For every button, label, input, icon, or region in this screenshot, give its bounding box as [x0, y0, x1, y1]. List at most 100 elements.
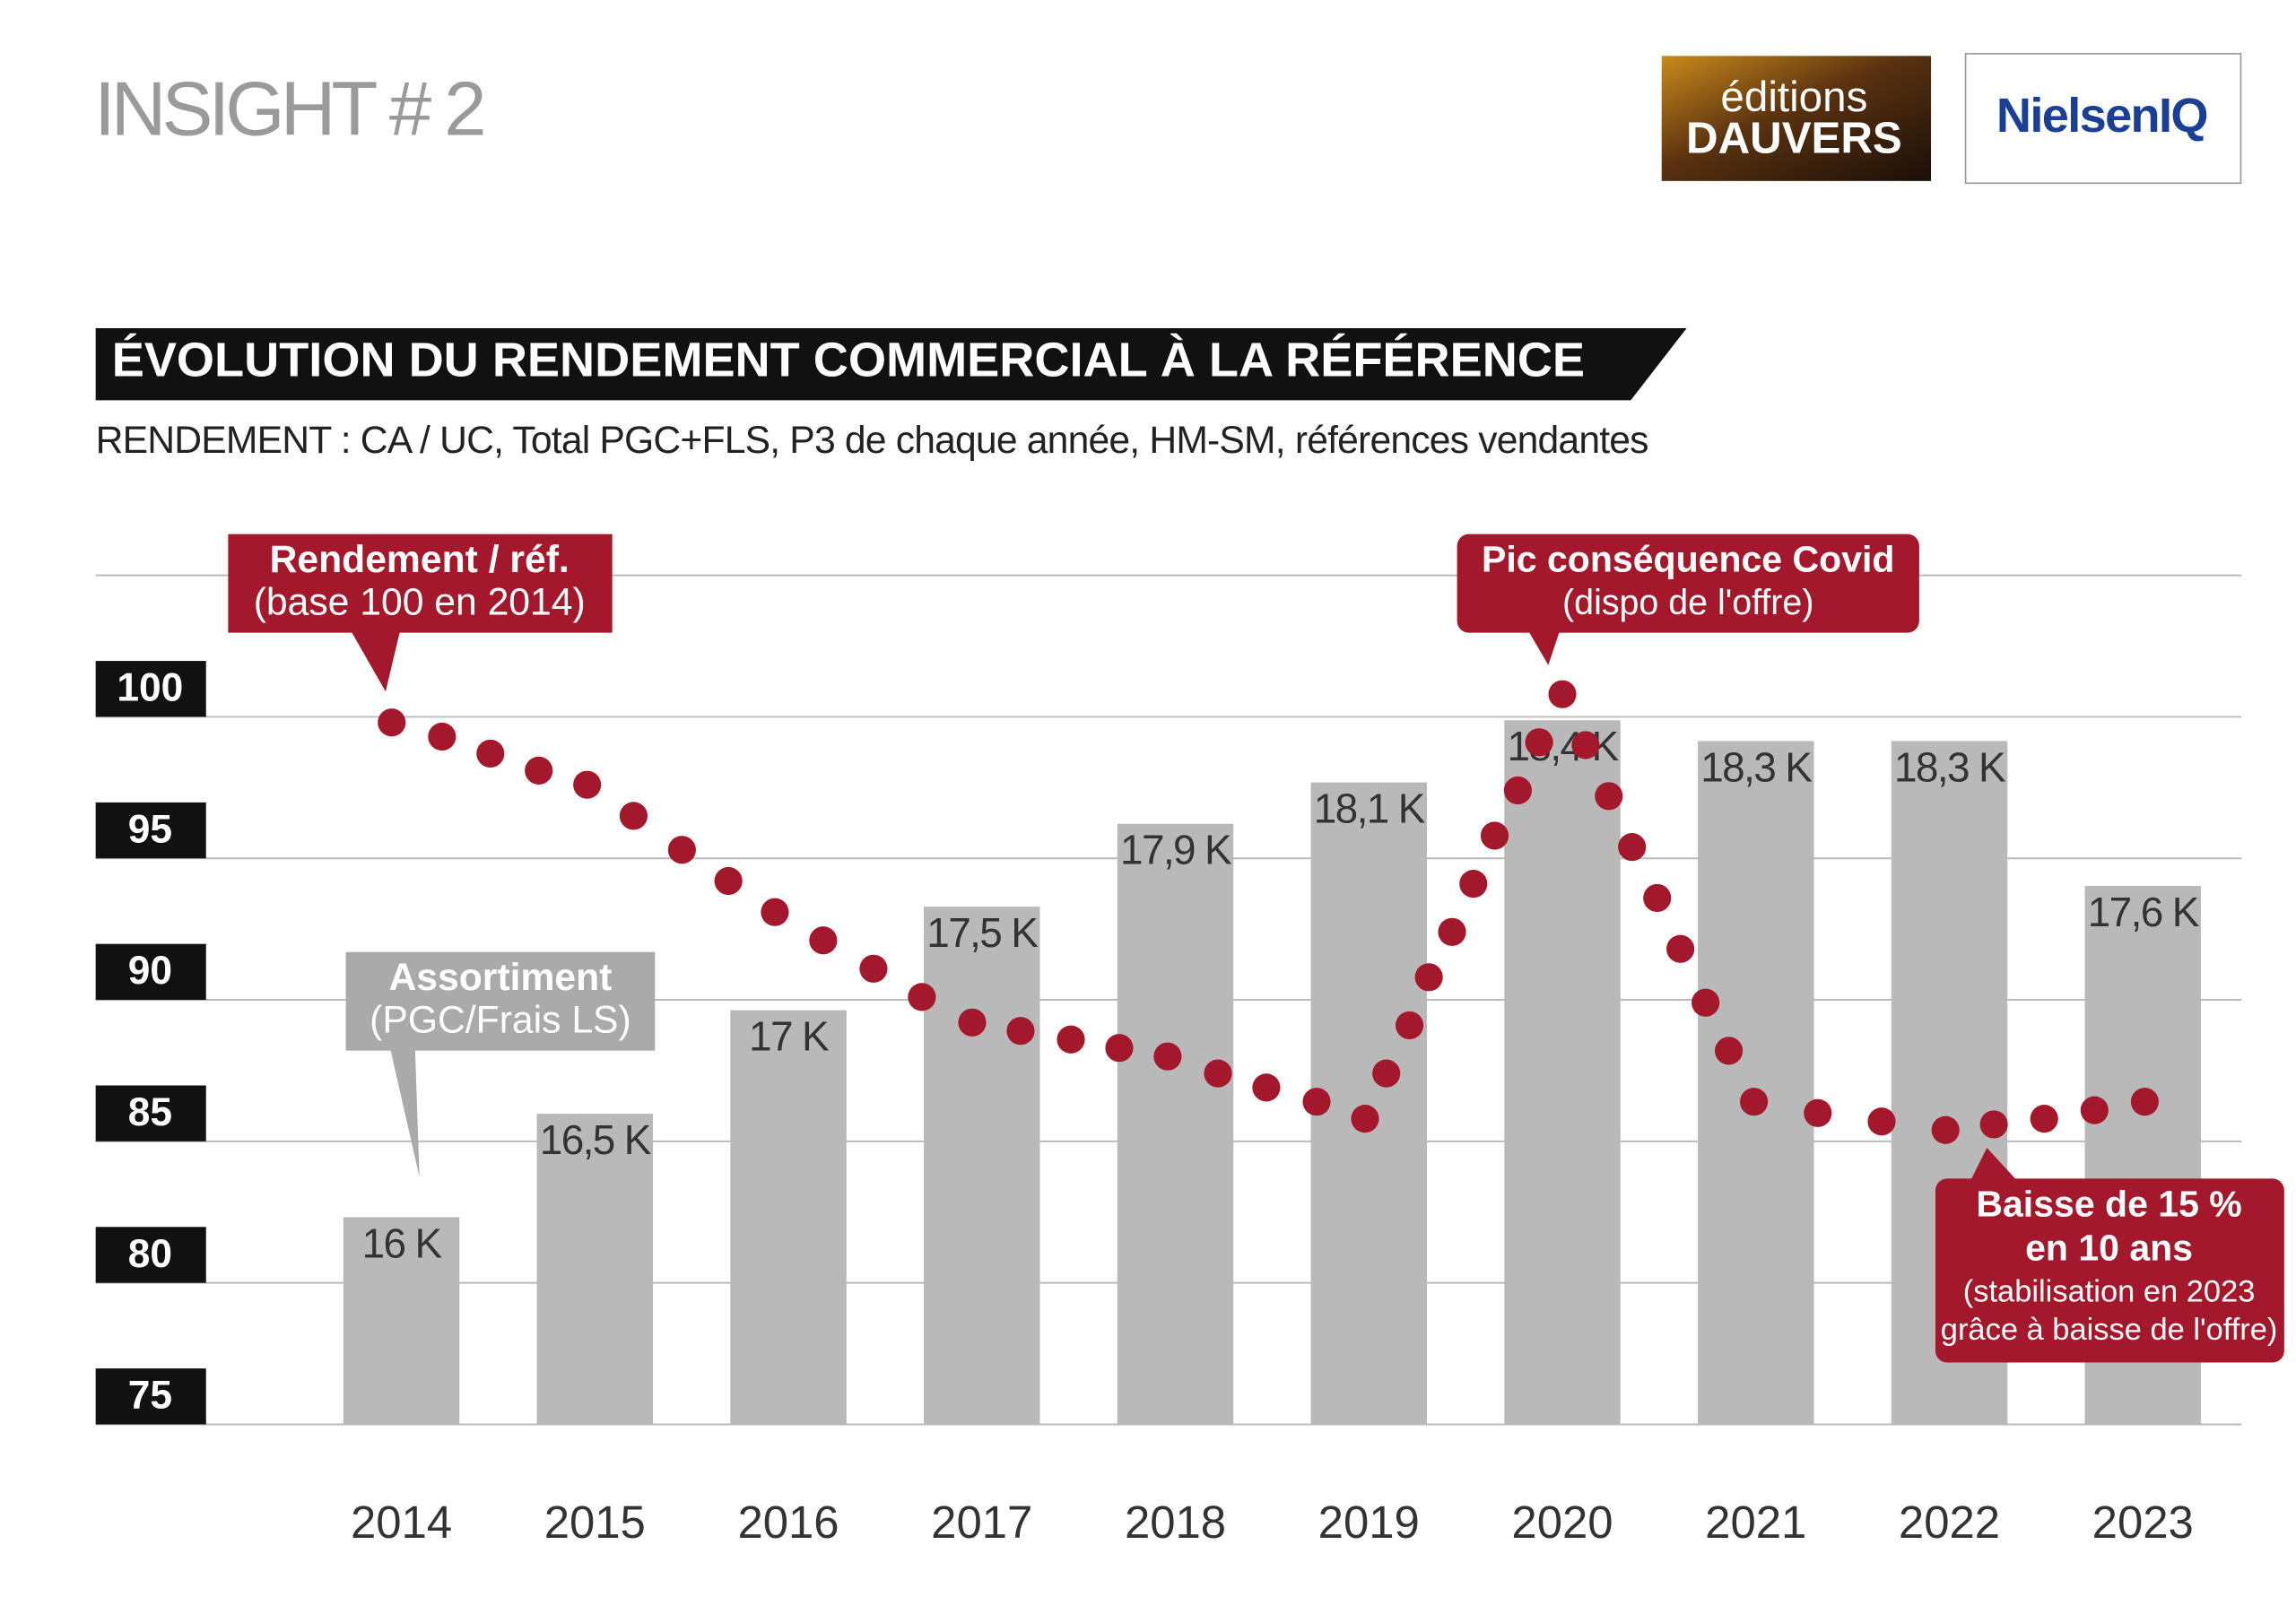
- series-sublabel: (PGC/Frais LS): [370, 999, 631, 1042]
- dot: [958, 1008, 987, 1037]
- dot: [1372, 1059, 1401, 1088]
- dot: [2130, 1088, 2159, 1116]
- callout-pointer: [1527, 629, 1561, 665]
- callout-pointer: [389, 1047, 420, 1177]
- dot: [761, 898, 789, 926]
- dot: [1714, 1037, 1744, 1065]
- dot: [1804, 1098, 1832, 1127]
- dot: [667, 836, 696, 864]
- chart-subtitle: RENDEMENT : CA / UC, Total PGC+FLS, P3 d…: [96, 419, 1648, 462]
- dot: [378, 708, 406, 737]
- dot: [525, 756, 553, 785]
- x-tick-label: 2021: [1705, 1497, 1806, 1548]
- dot: [1571, 731, 1600, 759]
- callout-box: [228, 534, 613, 633]
- bar-value-label: 18,3 K: [1894, 743, 2006, 790]
- dot: [1057, 1025, 1085, 1054]
- logo-dauvers: [1661, 56, 1932, 181]
- x-tick-label: 2018: [1125, 1497, 1226, 1548]
- callouts: Rendement / réf. (base 100 en 2014) Asso…: [228, 534, 2284, 1363]
- dot: [1438, 917, 1466, 946]
- dot: [1480, 821, 1509, 850]
- dot: [1414, 963, 1443, 992]
- bar-value-label: 16,5 K: [540, 1116, 652, 1163]
- callout-box: [1457, 534, 1919, 633]
- annotation: Baisse de 15 %: [1976, 1183, 2241, 1224]
- x-tick-label: 2023: [2092, 1497, 2194, 1548]
- dot: [1692, 988, 1720, 1017]
- dot: [1740, 1088, 1769, 1116]
- bar: [730, 1010, 847, 1425]
- dot: [1867, 1107, 1896, 1136]
- series-label: Rendement / réf.: [270, 538, 570, 581]
- y-tick-box: [95, 802, 206, 859]
- dot: [859, 954, 888, 983]
- y-tick-label: 90: [128, 949, 172, 993]
- bar-value-label: 18,3 K: [1700, 743, 1813, 790]
- callout-pointer: [350, 629, 401, 692]
- bar-value-label: 18,4 K: [1508, 723, 1620, 769]
- callout-pointer: [1969, 1147, 2020, 1184]
- annotation: (dispo de l'offre): [1562, 583, 1813, 622]
- y-tick-box: [95, 943, 206, 1001]
- dot: [476, 739, 505, 768]
- dot: [428, 722, 457, 751]
- dot: [1618, 833, 1647, 862]
- y-tick-label: 80: [128, 1232, 172, 1276]
- dot: [1006, 1017, 1035, 1046]
- bar-value-label: 16 K: [362, 1219, 443, 1266]
- dot: [1302, 1088, 1331, 1116]
- dot: [908, 983, 936, 1011]
- y-tick-label: 100: [117, 666, 183, 710]
- dot: [1204, 1059, 1232, 1088]
- y-tick-label: 75: [128, 1374, 172, 1418]
- callout-box: [1935, 1178, 2284, 1363]
- dot: [1395, 1011, 1424, 1040]
- dot: [1525, 728, 1553, 757]
- dot: [573, 770, 602, 799]
- series-sublabel: (base 100 en 2014): [254, 581, 586, 624]
- bar: [1504, 720, 1621, 1425]
- dot: [619, 802, 648, 830]
- series-label: Assortiment: [389, 956, 613, 999]
- logo-nielsen: [1964, 53, 2242, 185]
- bar: [536, 1114, 654, 1425]
- bar-value-label: 17 K: [749, 1013, 830, 1060]
- dot: [1459, 870, 1488, 898]
- y-tick-box: [95, 1368, 206, 1425]
- dot: [809, 926, 838, 955]
- y-tick-box: [95, 1085, 206, 1141]
- logo-text: éditions: [1720, 74, 1867, 121]
- dot: [1979, 1110, 2008, 1139]
- dot: [1666, 934, 1695, 963]
- x-tick-label: 2014: [351, 1497, 452, 1548]
- x-tick-label: 2017: [931, 1497, 1032, 1548]
- dot: [1931, 1115, 1960, 1144]
- dot: [714, 866, 743, 896]
- bar-value-label: 17,5 K: [926, 909, 1039, 956]
- dot: [1503, 776, 1532, 805]
- dot: [2030, 1105, 2058, 1133]
- annotation: en 10 ans: [2025, 1228, 2193, 1269]
- y-tick-label: 95: [128, 807, 172, 851]
- bar-value-label: 18,1 K: [1314, 785, 1426, 832]
- x-tick-label: 2016: [737, 1497, 839, 1548]
- dot: [1351, 1105, 1379, 1133]
- y-tick-label: 85: [128, 1090, 172, 1134]
- bar: [1698, 741, 1814, 1425]
- dot: [1595, 782, 1623, 811]
- x-tick-label: 2020: [1511, 1497, 1613, 1548]
- bar-value-label: 17,6 K: [2088, 889, 2200, 935]
- dot: [1153, 1042, 1182, 1071]
- callout-box: [345, 951, 656, 1051]
- logo-text: DAUVERS: [1686, 114, 1902, 163]
- annotation: (stabilisation en 2023: [1963, 1275, 2256, 1309]
- dot: [1548, 680, 1577, 708]
- dot: [1643, 883, 1672, 913]
- dot: [2080, 1096, 2109, 1124]
- x-tick-label: 2015: [544, 1497, 646, 1548]
- dot: [1252, 1073, 1281, 1102]
- x-tick-label: 2022: [1899, 1497, 2000, 1548]
